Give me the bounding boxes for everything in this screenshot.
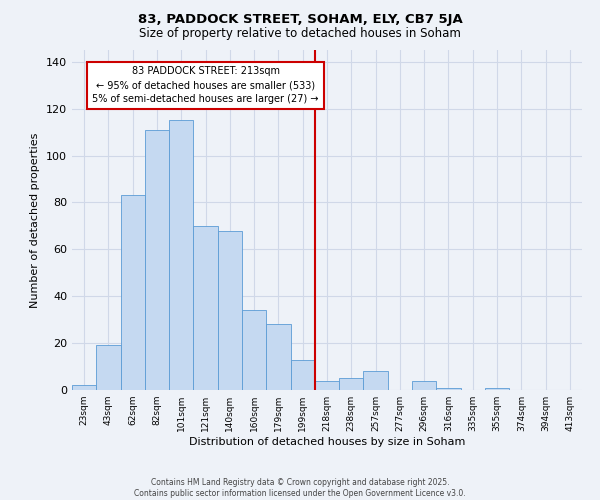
Bar — [485, 388, 509, 390]
Bar — [315, 380, 339, 390]
Bar — [145, 130, 169, 390]
Text: 83, PADDOCK STREET, SOHAM, ELY, CB7 5JA: 83, PADDOCK STREET, SOHAM, ELY, CB7 5JA — [137, 12, 463, 26]
Bar — [290, 360, 315, 390]
Bar — [169, 120, 193, 390]
Y-axis label: Number of detached properties: Number of detached properties — [31, 132, 40, 308]
Bar — [412, 380, 436, 390]
Bar — [72, 386, 96, 390]
Bar — [364, 371, 388, 390]
Bar — [193, 226, 218, 390]
Text: Contains HM Land Registry data © Crown copyright and database right 2025.
Contai: Contains HM Land Registry data © Crown c… — [134, 478, 466, 498]
Text: 83 PADDOCK STREET: 213sqm
← 95% of detached houses are smaller (533)
5% of semi-: 83 PADDOCK STREET: 213sqm ← 95% of detac… — [92, 66, 319, 104]
Bar — [339, 378, 364, 390]
Bar — [436, 388, 461, 390]
Bar — [121, 196, 145, 390]
Bar — [96, 346, 121, 390]
X-axis label: Distribution of detached houses by size in Soham: Distribution of detached houses by size … — [189, 437, 465, 447]
Text: Size of property relative to detached houses in Soham: Size of property relative to detached ho… — [139, 28, 461, 40]
Bar — [242, 310, 266, 390]
Bar — [266, 324, 290, 390]
Bar — [218, 230, 242, 390]
